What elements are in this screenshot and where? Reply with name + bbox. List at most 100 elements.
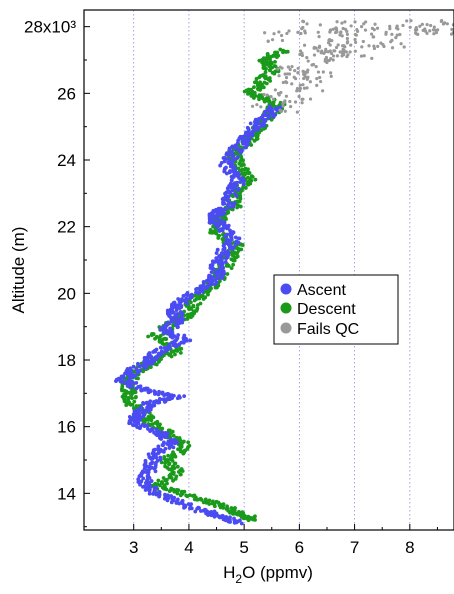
data-point	[234, 239, 239, 244]
data-point	[288, 67, 292, 72]
data-point	[126, 396, 131, 400]
data-point	[134, 367, 139, 371]
data-point	[203, 508, 208, 512]
data-point	[224, 514, 229, 519]
data-point	[228, 181, 233, 186]
y-tick-label-14000: 14	[57, 484, 76, 503]
data-point	[233, 144, 237, 148]
data-point	[228, 515, 232, 520]
data-point	[250, 174, 255, 179]
y-tick-label-22000: 22	[57, 218, 76, 237]
data-point	[141, 400, 145, 405]
data-point	[321, 70, 325, 74]
data-point	[223, 223, 228, 228]
data-point	[390, 32, 394, 36]
data-point	[373, 22, 377, 26]
data-point	[203, 497, 208, 502]
data-point	[270, 70, 275, 75]
data-point	[182, 333, 187, 338]
data-point	[178, 310, 183, 314]
data-point	[275, 106, 280, 111]
data-point	[240, 148, 244, 153]
data-point	[273, 64, 278, 69]
data-point	[240, 167, 245, 172]
data-point	[276, 67, 280, 71]
data-point	[229, 266, 234, 271]
data-point	[212, 229, 217, 234]
data-point	[231, 262, 236, 267]
data-point	[287, 29, 291, 33]
data-point	[246, 179, 250, 184]
data-point	[179, 297, 184, 301]
data-point	[154, 455, 159, 460]
data-point	[372, 44, 376, 48]
data-point	[159, 349, 164, 354]
data-point	[324, 47, 328, 51]
data-point	[332, 49, 336, 53]
data-point	[277, 30, 281, 34]
data-point	[228, 228, 232, 233]
data-point	[342, 50, 346, 54]
data-point	[273, 59, 277, 64]
data-point	[174, 474, 179, 479]
data-point	[265, 51, 270, 56]
data-point	[162, 455, 167, 459]
y-tick-label-24000: 24	[57, 151, 76, 170]
data-point	[238, 518, 242, 523]
data-point	[360, 45, 364, 49]
data-point	[166, 453, 171, 458]
data-point	[246, 514, 251, 519]
data-point	[164, 329, 169, 334]
data-point	[168, 326, 172, 331]
data-point	[235, 254, 240, 259]
data-point	[274, 50, 279, 55]
data-point	[160, 391, 164, 396]
data-point	[187, 443, 192, 448]
data-point	[276, 91, 281, 96]
data-point	[353, 32, 357, 37]
data-point	[223, 250, 228, 254]
data-point	[185, 297, 189, 302]
data-point	[257, 93, 262, 98]
data-point	[283, 72, 287, 76]
data-point	[181, 317, 186, 321]
data-point	[312, 53, 317, 57]
data-point	[198, 496, 203, 501]
data-point	[171, 433, 176, 438]
data-point	[252, 85, 256, 90]
data-point	[242, 171, 247, 176]
data-point	[354, 40, 358, 44]
data-point	[396, 27, 400, 31]
data-point	[317, 44, 322, 48]
data-point	[173, 322, 178, 327]
data-point	[319, 79, 323, 84]
data-point	[132, 399, 137, 404]
data-point	[238, 180, 242, 184]
data-point	[160, 430, 165, 435]
data-point	[150, 332, 154, 336]
data-point	[415, 32, 419, 36]
data-point	[432, 32, 436, 36]
data-point	[345, 36, 349, 41]
data-point	[142, 484, 147, 489]
data-point	[328, 49, 332, 53]
y-tick-label-20000: 20	[57, 284, 76, 303]
data-point	[130, 371, 134, 376]
data-point	[255, 103, 259, 107]
data-point	[158, 345, 163, 350]
data-point	[329, 71, 333, 75]
data-point	[343, 20, 347, 24]
data-point	[165, 457, 170, 462]
data-point	[175, 312, 180, 316]
data-point	[339, 30, 343, 35]
data-point	[338, 50, 342, 54]
data-point	[167, 462, 171, 467]
data-point	[405, 19, 409, 23]
data-point	[310, 63, 314, 67]
data-point	[127, 414, 132, 419]
data-point	[162, 440, 166, 445]
data-point	[175, 487, 179, 492]
data-point	[158, 422, 162, 427]
data-point	[334, 45, 339, 50]
data-point	[227, 160, 232, 165]
